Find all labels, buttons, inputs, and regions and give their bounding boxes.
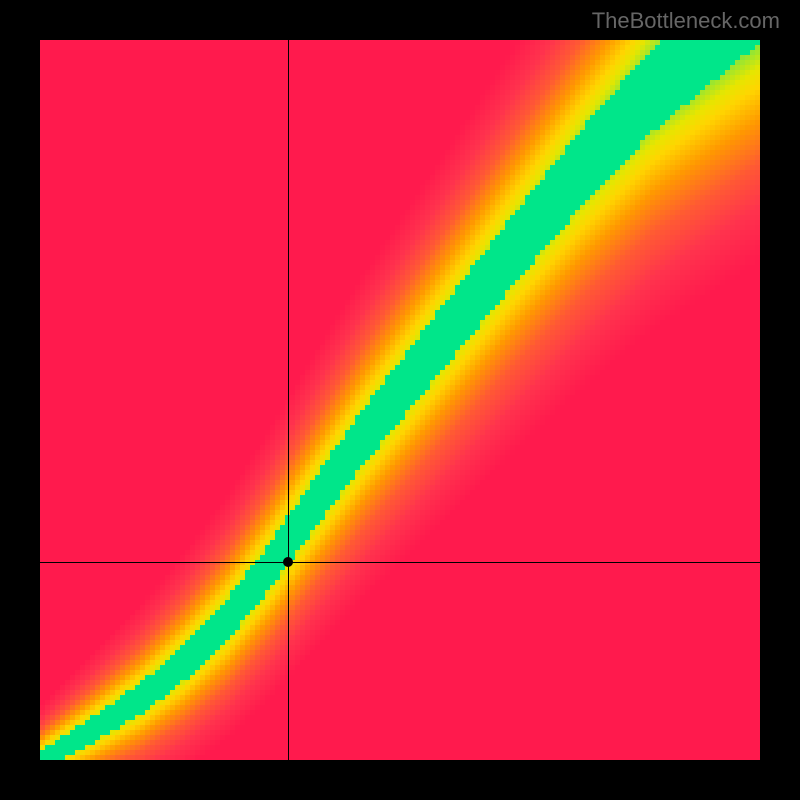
data-point-marker: [283, 557, 293, 567]
heatmap-canvas: [40, 40, 760, 760]
heatmap-plot: [40, 40, 760, 760]
crosshair-vertical: [288, 40, 289, 760]
crosshair-horizontal: [40, 562, 760, 563]
watermark-text: TheBottleneck.com: [592, 8, 780, 34]
